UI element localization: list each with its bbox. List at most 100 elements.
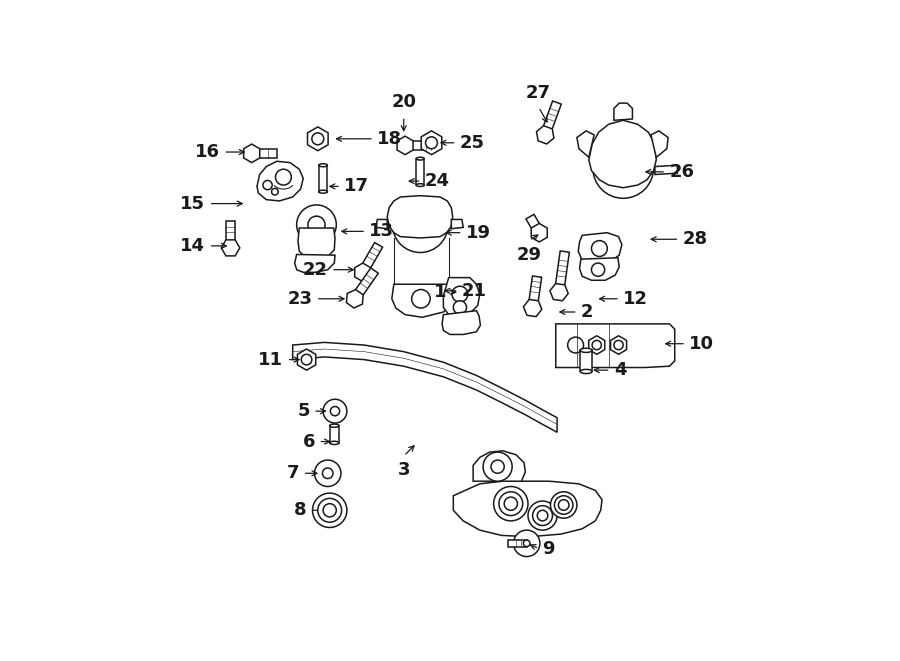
Ellipse shape bbox=[417, 184, 424, 186]
Circle shape bbox=[275, 169, 292, 185]
Text: 14: 14 bbox=[180, 237, 205, 255]
Text: 26: 26 bbox=[670, 163, 695, 181]
Ellipse shape bbox=[329, 424, 339, 427]
Text: 22: 22 bbox=[302, 260, 328, 279]
Text: 1: 1 bbox=[434, 283, 446, 301]
Circle shape bbox=[323, 399, 346, 423]
Polygon shape bbox=[308, 127, 328, 151]
Circle shape bbox=[524, 540, 530, 547]
Circle shape bbox=[592, 340, 601, 350]
Circle shape bbox=[297, 205, 337, 245]
Text: 29: 29 bbox=[517, 246, 542, 264]
Ellipse shape bbox=[319, 190, 328, 193]
Polygon shape bbox=[536, 126, 554, 144]
Polygon shape bbox=[444, 278, 480, 317]
Text: 9: 9 bbox=[543, 539, 555, 558]
Polygon shape bbox=[589, 120, 656, 188]
Circle shape bbox=[591, 241, 608, 256]
Circle shape bbox=[330, 407, 339, 416]
Circle shape bbox=[591, 263, 605, 276]
Polygon shape bbox=[528, 276, 542, 309]
Circle shape bbox=[263, 180, 272, 190]
Circle shape bbox=[415, 219, 426, 230]
Polygon shape bbox=[376, 219, 387, 229]
Polygon shape bbox=[319, 165, 328, 192]
Circle shape bbox=[312, 493, 346, 527]
Circle shape bbox=[593, 137, 653, 198]
Polygon shape bbox=[417, 159, 424, 185]
Circle shape bbox=[554, 496, 573, 514]
Polygon shape bbox=[442, 311, 481, 334]
Circle shape bbox=[614, 340, 623, 350]
Text: 5: 5 bbox=[297, 402, 310, 420]
Text: 27: 27 bbox=[526, 84, 551, 102]
Circle shape bbox=[568, 337, 583, 353]
Circle shape bbox=[558, 500, 569, 510]
Text: 7: 7 bbox=[287, 464, 300, 483]
Circle shape bbox=[483, 452, 512, 481]
Polygon shape bbox=[329, 426, 339, 443]
Polygon shape bbox=[351, 268, 378, 301]
Text: 21: 21 bbox=[462, 282, 487, 300]
Polygon shape bbox=[577, 131, 594, 157]
Circle shape bbox=[392, 197, 448, 253]
Polygon shape bbox=[531, 223, 547, 242]
Text: 11: 11 bbox=[258, 350, 284, 369]
Polygon shape bbox=[554, 251, 570, 293]
Polygon shape bbox=[541, 101, 562, 136]
Polygon shape bbox=[451, 219, 464, 229]
Circle shape bbox=[504, 497, 518, 510]
Circle shape bbox=[514, 530, 540, 557]
Text: 25: 25 bbox=[460, 134, 485, 152]
Text: 18: 18 bbox=[377, 130, 402, 148]
Polygon shape bbox=[651, 131, 668, 157]
Circle shape bbox=[323, 504, 337, 517]
Circle shape bbox=[411, 290, 430, 308]
Text: 24: 24 bbox=[425, 172, 450, 190]
Circle shape bbox=[533, 506, 553, 525]
Text: 3: 3 bbox=[398, 461, 410, 479]
Polygon shape bbox=[473, 451, 526, 481]
Ellipse shape bbox=[417, 157, 424, 160]
Circle shape bbox=[409, 213, 432, 237]
Polygon shape bbox=[392, 284, 453, 317]
Polygon shape bbox=[294, 254, 335, 272]
Polygon shape bbox=[580, 350, 592, 371]
Text: 16: 16 bbox=[195, 143, 220, 161]
Polygon shape bbox=[580, 258, 619, 280]
Text: 13: 13 bbox=[369, 222, 394, 241]
Text: 28: 28 bbox=[683, 230, 707, 249]
Polygon shape bbox=[524, 299, 542, 317]
Polygon shape bbox=[292, 342, 557, 432]
Polygon shape bbox=[550, 284, 568, 301]
Polygon shape bbox=[589, 336, 605, 354]
Text: 15: 15 bbox=[180, 194, 205, 213]
Text: 10: 10 bbox=[689, 334, 715, 353]
Polygon shape bbox=[614, 103, 633, 120]
Circle shape bbox=[499, 492, 523, 516]
Circle shape bbox=[426, 137, 437, 149]
Polygon shape bbox=[508, 540, 526, 547]
Ellipse shape bbox=[580, 369, 592, 373]
Circle shape bbox=[610, 155, 636, 181]
Polygon shape bbox=[257, 161, 303, 201]
Text: 4: 4 bbox=[614, 361, 626, 379]
Polygon shape bbox=[610, 336, 626, 354]
Polygon shape bbox=[387, 196, 453, 238]
Polygon shape bbox=[298, 228, 335, 259]
Polygon shape bbox=[359, 243, 382, 275]
Circle shape bbox=[537, 510, 548, 521]
Polygon shape bbox=[355, 263, 371, 282]
Circle shape bbox=[491, 460, 504, 473]
Polygon shape bbox=[556, 324, 675, 368]
Polygon shape bbox=[655, 165, 678, 175]
Polygon shape bbox=[297, 349, 316, 370]
Polygon shape bbox=[221, 240, 239, 256]
Circle shape bbox=[528, 501, 557, 530]
Circle shape bbox=[454, 301, 466, 314]
Ellipse shape bbox=[329, 442, 339, 444]
Circle shape bbox=[452, 286, 468, 302]
Text: 17: 17 bbox=[344, 177, 369, 196]
Circle shape bbox=[318, 498, 342, 522]
Circle shape bbox=[314, 460, 341, 486]
